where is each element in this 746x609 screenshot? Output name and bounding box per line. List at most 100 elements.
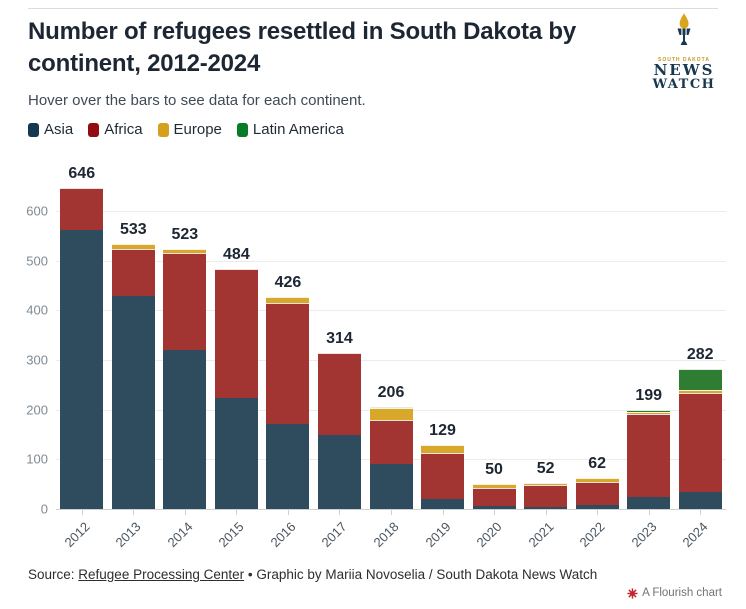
source-prefix: Source: <box>28 567 79 582</box>
legend-item-africa[interactable]: Africa <box>88 121 143 138</box>
gridline-500 <box>56 260 726 262</box>
chart-plot: 0 100 200 300 400 500 600 646 2012 533 2013 523 2014… <box>0 150 746 562</box>
legend-swatch <box>157 122 169 137</box>
legend-item-asia[interactable]: Asia <box>28 121 73 138</box>
y-axis-tick-0: 0 <box>40 501 48 517</box>
x-axis-label-2024: 2024 <box>679 519 711 551</box>
bar-2019-africa[interactable] <box>421 453 465 500</box>
bar-2013-africa[interactable] <box>111 249 155 297</box>
legend-label: Africa <box>104 121 143 138</box>
bar-2016-europe[interactable] <box>266 297 310 304</box>
logo-line2: WATCH <box>652 77 716 92</box>
bar-2024-latin-america[interactable] <box>678 368 722 390</box>
bar-2022-europe[interactable] <box>575 478 619 483</box>
bar-2018-asia[interactable] <box>369 464 413 509</box>
x-axis-tick <box>648 510 650 515</box>
news-watch-logo: SOUTH DAKOTA NEWS WATCH <box>646 13 722 92</box>
flourish-label: A Flourish chart <box>642 587 722 599</box>
gridline-300 <box>56 359 726 361</box>
legend-label: Europe <box>173 121 222 138</box>
bar-2017-africa[interactable] <box>317 353 361 435</box>
bar-2015-africa[interactable] <box>214 268 258 399</box>
legend-item-latin-america[interactable]: Latin America <box>236 121 344 138</box>
y-axis-tick-200: 200 <box>26 402 48 418</box>
y-axis-tick-400: 400 <box>26 302 48 318</box>
bar-2021-africa[interactable] <box>524 484 568 507</box>
bar-2014-africa[interactable] <box>163 253 207 351</box>
y-axis-tick-600: 600 <box>26 203 48 219</box>
bar-2017-asia[interactable] <box>317 434 361 509</box>
bar-2024-africa[interactable] <box>678 393 722 492</box>
flourish-icon <box>627 587 638 599</box>
bar-total-label-2023: 199 <box>635 387 663 405</box>
bar-2020-asia[interactable] <box>472 505 516 509</box>
x-axis-tick <box>494 510 496 515</box>
bar-total-label-2024: 282 <box>686 345 714 363</box>
legend-swatch <box>88 122 100 137</box>
credit-text: • Graphic by Mariia Novoselia / South Da… <box>244 567 598 582</box>
x-axis-label-2020: 2020 <box>473 519 505 551</box>
bar-2016-asia[interactable] <box>266 423 310 509</box>
bar-2023-europe[interactable] <box>627 412 671 415</box>
bar-2022-asia[interactable] <box>575 505 619 509</box>
bar-2012-asia[interactable] <box>60 230 104 509</box>
bar-2018-africa[interactable] <box>369 420 413 465</box>
legend: Asia Africa Europe Latin America <box>28 121 344 138</box>
source-link[interactable]: Refugee Processing Center <box>78 567 245 582</box>
bar-total-label-2021: 52 <box>536 460 555 478</box>
x-axis-tick <box>700 510 702 515</box>
x-axis-label-2012: 2012 <box>61 519 93 551</box>
bar-total-label-2016: 426 <box>274 274 302 292</box>
x-axis-label-2019: 2019 <box>422 519 454 551</box>
page-title: Number of refugees resettled in South Da… <box>28 18 577 77</box>
bar-2019-europe[interactable] <box>421 444 465 454</box>
x-axis-label-2023: 2023 <box>628 519 660 551</box>
x-axis-tick <box>597 510 599 515</box>
legend-swatch <box>236 122 248 137</box>
bar-2018-europe[interactable] <box>369 407 413 421</box>
legend-label: Asia <box>44 121 74 138</box>
bar-2014-asia[interactable] <box>163 350 207 509</box>
bar-total-label-2017: 314 <box>326 330 353 348</box>
bar-2020-africa[interactable] <box>472 488 516 506</box>
bar-2023-latin-america[interactable] <box>627 410 671 413</box>
logo-line1: NEWS <box>653 61 715 79</box>
bar-2013-europe[interactable] <box>111 244 155 250</box>
bar-2021-asia[interactable] <box>524 506 568 509</box>
logo-tagline: SOUTH DAKOTA <box>658 57 710 63</box>
flourish-attribution[interactable]: A Flourish chart <box>627 587 722 599</box>
torch-icon <box>677 13 691 45</box>
bar-total-label-2013: 533 <box>119 221 147 239</box>
x-axis-tick <box>545 510 547 515</box>
bar-2015-asia[interactable] <box>214 398 258 509</box>
x-axis-label-2017: 2017 <box>319 519 351 551</box>
bar-2012-africa[interactable] <box>60 188 104 231</box>
source-line: Source: Refugee Processing Center • Grap… <box>28 567 597 582</box>
bar-total-label-2018: 206 <box>377 383 405 401</box>
bar-2018-latin-america[interactable] <box>369 406 413 408</box>
bar-2021-europe[interactable] <box>524 483 568 485</box>
bar-2023-asia[interactable] <box>627 497 671 509</box>
y-axis-tick-300: 300 <box>26 352 48 368</box>
bar-2022-africa[interactable] <box>575 482 619 506</box>
page-subtitle: Hover over the bars to see data for each… <box>28 92 366 109</box>
y-axis-tick-500: 500 <box>26 253 48 269</box>
bar-total-label-2020: 50 <box>485 461 503 479</box>
bar-2023-africa[interactable] <box>627 414 671 498</box>
x-axis-tick <box>339 510 341 515</box>
bar-2020-europe[interactable] <box>472 484 516 489</box>
x-axis-tick <box>391 510 392 515</box>
bar-2024-asia[interactable] <box>678 491 722 509</box>
bar-2024-europe[interactable] <box>678 389 722 394</box>
legend-item-europe[interactable]: Europe <box>157 121 222 138</box>
legend-label: Latin America <box>252 121 344 138</box>
x-axis-label-2015: 2015 <box>215 519 247 551</box>
bar-2014-europe[interactable] <box>163 249 207 254</box>
bar-2016-africa[interactable] <box>266 303 310 424</box>
y-axis-tick-100: 100 <box>26 451 48 467</box>
bar-2013-asia[interactable] <box>111 296 155 509</box>
x-axis-label-2013: 2013 <box>112 519 144 551</box>
x-axis-tick <box>442 510 444 515</box>
bar-2019-asia[interactable] <box>421 499 465 509</box>
